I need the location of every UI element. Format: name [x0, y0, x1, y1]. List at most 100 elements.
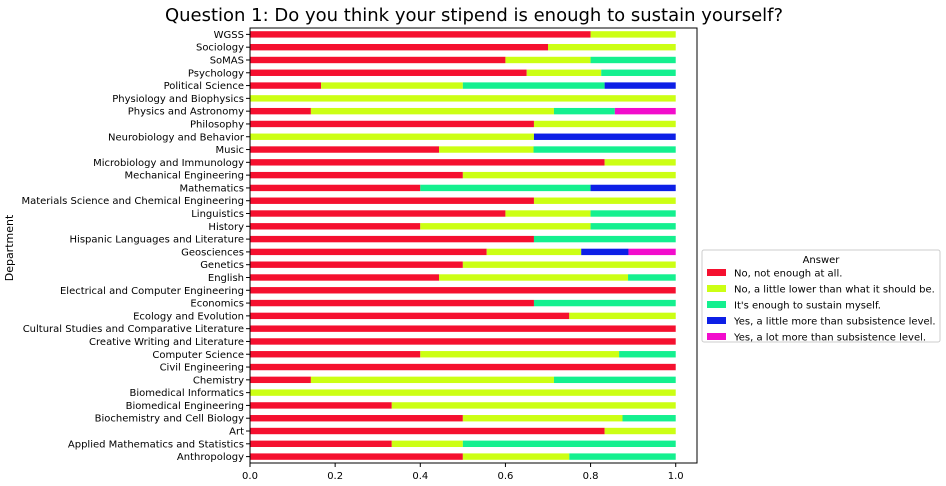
legend: Answer No, not enough at all. No, a littl…: [701, 249, 941, 344]
y-tick-label: Philosophy: [190, 119, 244, 130]
bar-segment: [462, 261, 676, 268]
bar-segment: [250, 363, 676, 371]
bar-segment: [581, 248, 629, 256]
y-tick-label: Electrical and Computer Engineering: [60, 286, 244, 297]
bar-segment: [439, 146, 534, 153]
x-tick-label: 0.8: [583, 471, 599, 482]
bar-segment: [590, 210, 676, 217]
x-tick-label: 0.4: [412, 471, 428, 482]
y-tick-label: Psychology: [188, 68, 244, 79]
chart-title: Question 1: Do you think your stipend is…: [165, 5, 783, 26]
bar-segment: [533, 235, 676, 243]
bar-segment: [250, 146, 440, 153]
bar-segment: [250, 95, 676, 102]
y-tick-label: Chemistry: [193, 375, 244, 386]
bar-segment: [250, 338, 676, 345]
x-tick-label: 1.0: [668, 471, 684, 482]
y-tick-label: Cultural Studies and Comparative Literat…: [23, 324, 244, 335]
bar-segment: [590, 31, 676, 38]
legend-label: Yes, a little more than subsistence leve…: [733, 317, 936, 328]
bar-segment: [619, 351, 676, 358]
y-tick-label: Creative Writing and Literature: [89, 337, 244, 348]
bar-segment: [250, 402, 392, 409]
y-tick-label: Biomedical Informatics: [130, 388, 245, 399]
bar-segment: [420, 351, 620, 358]
legend-title: Answer: [803, 255, 841, 266]
bar-segment: [420, 223, 591, 230]
y-tick-label: Neurobiology and Behavior: [108, 132, 245, 143]
legend-label: No, a little lower than what it should b…: [734, 285, 935, 296]
bar-segment: [250, 376, 311, 384]
bar-segment: [250, 107, 311, 115]
x-axis: 0.0 0.2 0.4 0.6 0.8 1.0: [242, 463, 684, 482]
bar-segment: [250, 453, 463, 460]
y-tick-label: Linguistics: [191, 209, 244, 220]
y-tick-label: Materials Science and Chemical Engineeri…: [21, 196, 244, 207]
bar-segment: [569, 312, 676, 320]
bar-segment: [614, 107, 676, 115]
bar-segment: [553, 107, 615, 115]
bar-segment: [601, 69, 676, 76]
bar-segment: [628, 248, 676, 256]
legend-label: No, not enough at all.: [734, 269, 842, 280]
legend-swatch: [707, 285, 726, 292]
bar-segment: [250, 389, 676, 396]
bar-segment: [604, 427, 676, 435]
bar-segment: [604, 159, 676, 166]
y-tick-label: Hispanic Languages and Literature: [70, 235, 244, 246]
bar-segment: [533, 146, 676, 153]
bar-segment: [250, 325, 676, 332]
plot-frame: [249, 27, 698, 464]
bar-segment: [250, 415, 463, 422]
bar-segment: [250, 69, 527, 76]
y-tick-label: Music: [216, 145, 244, 156]
bar-segment: [250, 351, 421, 358]
legend-label: It's enough to sustain myself.: [734, 301, 881, 312]
bar-segment: [526, 69, 602, 76]
bar-segment: [250, 197, 534, 204]
x-tick-label: 0.6: [497, 471, 513, 482]
bar-segment: [462, 415, 623, 422]
legend-box: [701, 249, 941, 343]
bar-segment: [462, 82, 605, 89]
y-tick-label: WGSS: [214, 30, 244, 41]
y-tick-label: Ecology and Evolution: [133, 311, 244, 322]
y-tick-label: Computer Science: [152, 350, 244, 361]
bar-segment: [250, 184, 421, 192]
x-tick-label: 0.0: [242, 471, 258, 482]
y-tick-label: History: [208, 222, 244, 233]
y-tick-label: Economics: [190, 299, 244, 310]
bar-segment: [310, 107, 554, 115]
bar-segment: [250, 120, 534, 128]
bar-segment: [250, 427, 605, 435]
bar-segment: [533, 197, 676, 204]
bar-segment: [533, 299, 676, 307]
y-axis-label: Department: [3, 214, 16, 281]
bar-segment: [462, 453, 570, 460]
legend-label: Yes, a lot more than subsistence level.: [733, 333, 926, 344]
bar-segment: [250, 261, 463, 268]
y-tick-label: Physiology and Biophysics: [112, 94, 244, 105]
bar-segment: [250, 56, 506, 64]
bar-segment: [250, 223, 421, 230]
bar-segment: [505, 56, 591, 64]
bar-segment: [533, 120, 676, 128]
bar-segment: [250, 82, 322, 89]
bar-segment: [250, 31, 591, 38]
bar-segment: [548, 43, 676, 51]
bar-segment: [250, 171, 463, 179]
bar-segment: [462, 171, 676, 179]
y-tick-label: Applied Mathematics and Statistics: [68, 439, 244, 450]
bar-segment: [250, 287, 676, 294]
y-tick-label: Biomedical Engineering: [126, 401, 244, 412]
bar-segment: [604, 82, 676, 89]
y-tick-label: Geosciences: [181, 247, 244, 258]
bar-segment: [250, 274, 440, 281]
bar-segment: [628, 274, 676, 281]
legend-swatch: [707, 333, 726, 340]
bar-segment: [622, 415, 676, 422]
y-tick-label: English: [208, 273, 244, 284]
y-tick-label: Sociology: [196, 43, 244, 54]
